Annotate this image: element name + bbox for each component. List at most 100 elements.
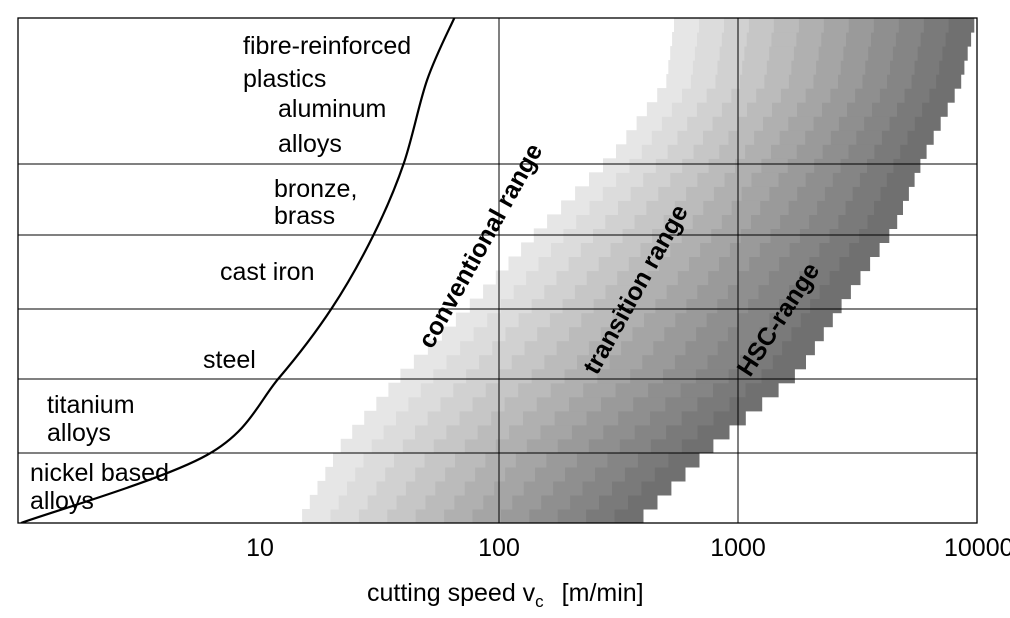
- hsc-band-cell: [541, 494, 571, 510]
- hsc-band-cell: [741, 186, 770, 201]
- hsc-band-cell: [557, 509, 587, 523]
- hsc-band-cell: [799, 270, 831, 286]
- material-label-line: alloys: [30, 487, 94, 515]
- hsc-band-cell: [580, 242, 612, 257]
- hsc-band-cell: [922, 102, 948, 117]
- hsc-band-cell: [433, 438, 466, 454]
- hsc-band-cell: [874, 200, 903, 215]
- hsc-band-cell: [634, 424, 667, 440]
- hsc-band-cell: [824, 186, 854, 201]
- hsc-band-cell: [466, 368, 500, 384]
- hsc-band-cell: [581, 312, 614, 328]
- hsc-band-cell: [840, 60, 866, 75]
- hsc-band-cell: [715, 74, 741, 89]
- grid-lines: [18, 18, 977, 523]
- hsc-band-cell: [810, 298, 842, 314]
- hsc-band-cell: [505, 466, 536, 482]
- hsc-band-cell: [643, 172, 671, 187]
- hsc-band-cell: [849, 242, 880, 257]
- hsc-band-cell: [521, 242, 552, 257]
- hsc-band-cell: [687, 116, 714, 131]
- hsc-band-cell: [809, 214, 839, 229]
- hsc-band-cell: [524, 340, 558, 356]
- hsc-band-cell: [485, 382, 519, 398]
- hsc-band-cell: [633, 396, 666, 412]
- hsc-band-cell: [898, 18, 925, 33]
- hsc-band-cell: [509, 424, 542, 440]
- hsc-band-cell: [779, 256, 810, 272]
- hsc-band-cell: [597, 368, 631, 384]
- hsc-band-cell: [697, 172, 726, 187]
- hsc-band-cell: [727, 284, 760, 300]
- hsc-band-cell: [589, 200, 619, 215]
- hsc-band-cell: [700, 242, 731, 257]
- hsc-band-cell: [455, 312, 488, 328]
- hsc-band-cell: [513, 284, 545, 300]
- hsc-band-cell: [681, 410, 714, 426]
- hsc-band-cell: [408, 396, 442, 412]
- hsc-band-cell: [758, 284, 790, 300]
- hsc-band-cell: [907, 130, 934, 145]
- hsc-band-cell: [445, 466, 476, 482]
- hsc-band-cell: [616, 172, 644, 187]
- hsc-band-cell: [677, 270, 709, 286]
- hsc-band-cell: [840, 158, 868, 173]
- hsc-band-cell: [674, 200, 704, 215]
- hsc-band-cell: [424, 452, 456, 468]
- hsc-band-cell: [571, 424, 604, 440]
- hsc-band-cell: [805, 172, 834, 187]
- hsc-band-cell: [813, 116, 840, 131]
- x-tick-label: 1000: [710, 534, 766, 562]
- hsc-band-cell: [759, 326, 793, 342]
- hsc-band-cell: [383, 424, 416, 440]
- hsc-band-cell: [791, 60, 817, 75]
- hsc-band-cell: [405, 480, 436, 496]
- hsc-band-cell: [491, 410, 524, 426]
- hsc-band-cell: [677, 130, 704, 145]
- hsc-band-cell: [881, 130, 909, 145]
- hsc-band-cell: [782, 340, 815, 356]
- material-label-line: alloys: [47, 419, 111, 447]
- hsc-band-cell: [333, 452, 365, 468]
- hsc-band-cell: [385, 466, 416, 482]
- hsc-band-cell: [602, 186, 632, 201]
- hsc-band-cell: [900, 144, 927, 159]
- hsc-band-cell: [742, 60, 768, 75]
- hsc-band-cell: [805, 130, 832, 145]
- hsc-band-cell: [692, 214, 723, 229]
- hsc-band-cell: [674, 18, 700, 33]
- hsc-band-cell: [618, 200, 647, 215]
- hsc-band-cell: [822, 102, 848, 117]
- hsc-band-cell: [717, 298, 749, 314]
- hsc-band-cell: [697, 424, 730, 440]
- hsc-band-cell: [511, 354, 545, 370]
- hsc-band-cell: [574, 284, 607, 300]
- hsc-band-cell: [523, 410, 556, 426]
- hsc-band-cell: [603, 424, 636, 440]
- hsc-band-cell: [512, 494, 542, 510]
- hsc-band-cell: [425, 494, 455, 510]
- hsc-band-cell: [352, 424, 385, 440]
- hsc-band-cell: [719, 46, 745, 61]
- hsc-band-cell: [838, 74, 864, 89]
- hsc-band-cell: [797, 186, 826, 201]
- hsc-band-cell: [586, 410, 619, 426]
- hsc-band-cell: [874, 144, 901, 159]
- hsc-band-cell: [576, 214, 606, 229]
- hsc-band-cell: [550, 382, 584, 398]
- hsc-band-cell: [454, 494, 484, 510]
- hsc-band-cell: [813, 74, 839, 89]
- hsc-band-cell: [761, 368, 795, 384]
- hsc-band-cell: [749, 256, 780, 272]
- hsc-band-cell: [607, 452, 639, 468]
- hsc-band-cell: [396, 410, 429, 426]
- hsc-band-cell: [648, 382, 682, 398]
- hsc-band-cell: [641, 144, 669, 159]
- hsc-band-cell: [444, 509, 474, 523]
- x-tick-labels: 10 100 1000 10000: [246, 534, 1010, 562]
- hsc-band-cell: [914, 60, 940, 75]
- hsc-band-cell: [495, 438, 528, 454]
- hsc-band-cell: [575, 186, 604, 201]
- hsc-band-cell: [446, 354, 480, 370]
- hsc-band-cell: [759, 242, 791, 257]
